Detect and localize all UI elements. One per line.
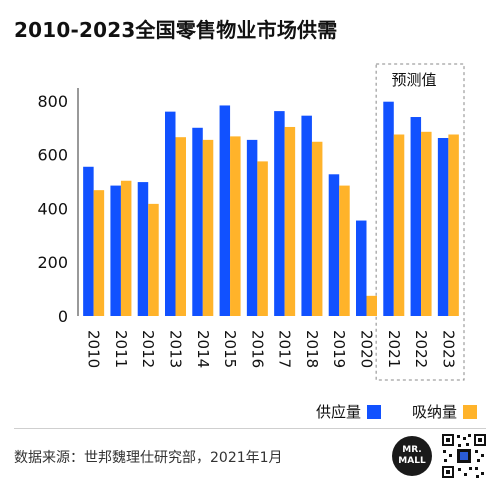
source-note: 数据来源：世邦魏理仕研究部，2021年1月 [14,450,283,466]
forecast-label: 预测值 [391,71,436,89]
bar-absorption-2012 [148,203,159,316]
bar-absorption-2016 [257,161,268,316]
legend-supply-label: 供应量 [316,403,362,421]
x-tick-label-2018: 2018 [303,330,321,368]
x-tick-label-2011: 2011 [112,330,130,368]
legend-absorption: 吸纳量 [412,401,478,422]
bar-supply-2010 [83,166,94,316]
y-tick-label: 400 [37,199,68,218]
logo-line-1: MR. [402,445,422,455]
bar-supply-2013 [165,111,176,317]
bar-supply-2021 [383,101,394,316]
bar-absorption-2023 [448,134,459,316]
bar-absorption-2018 [311,141,323,316]
legend-supply-swatch [367,404,382,419]
bar-absorption-2015 [230,136,241,316]
bar-absorption-2010 [93,190,105,316]
bar-absorption-2020 [366,295,377,316]
y-tick-label: 800 [37,92,68,111]
chart-title: 2010-2023全国零售物业市场供需 [14,18,338,42]
bar-absorption-2017 [284,126,296,317]
bar-supply-2017 [274,111,285,317]
x-tick-label-2014: 2014 [194,330,212,368]
footer-divider [14,428,486,429]
bar-supply-2023 [437,137,449,316]
x-tick-label-2023: 2023 [439,330,457,368]
bar-supply-2019 [328,174,340,316]
y-tick-label: 600 [37,146,68,165]
x-tick-label-2015: 2015 [221,330,239,368]
x-tick-label-2013: 2013 [167,330,185,368]
bar-absorption-2014 [202,139,214,316]
y-tick-label: 0 [58,307,68,326]
bar-absorption-2013 [175,137,186,316]
x-tick-label-2020: 2020 [358,330,376,368]
x-tick-label-2017: 2017 [276,330,294,368]
bar-supply-2015 [219,105,231,317]
x-tick-label-2021: 2021 [385,330,403,368]
x-tick-label-2022: 2022 [412,330,430,368]
bar-supply-2022 [410,117,422,317]
legend-absorption-label: 吸纳量 [412,403,458,421]
bar-absorption-2021 [393,134,405,316]
mrmall-logo: MR. MALL [392,436,432,476]
x-tick-label-2016: 2016 [248,330,266,368]
x-tick-label-2019: 2019 [330,330,348,368]
bar-absorption-2022 [421,131,432,316]
x-tick-label-2012: 2012 [139,330,157,368]
legend-absorption-swatch [463,404,478,419]
bar-absorption-2011 [120,180,132,316]
bar-supply-2018 [301,115,312,316]
x-tick-label-2010: 2010 [85,330,103,368]
forecast-box [375,63,465,381]
legend-supply: 供应量 [316,401,382,422]
bar-supply-2016 [246,139,258,316]
bar-supply-2020 [356,220,367,316]
logo-line-2: MALL [398,456,426,466]
bar-supply-2012 [137,182,149,316]
bar-absorption-2019 [339,185,350,316]
bar-supply-2014 [192,127,203,317]
qr-code-icon [440,432,488,480]
y-tick-label: 200 [37,253,68,272]
bar-supply-2011 [110,185,121,316]
